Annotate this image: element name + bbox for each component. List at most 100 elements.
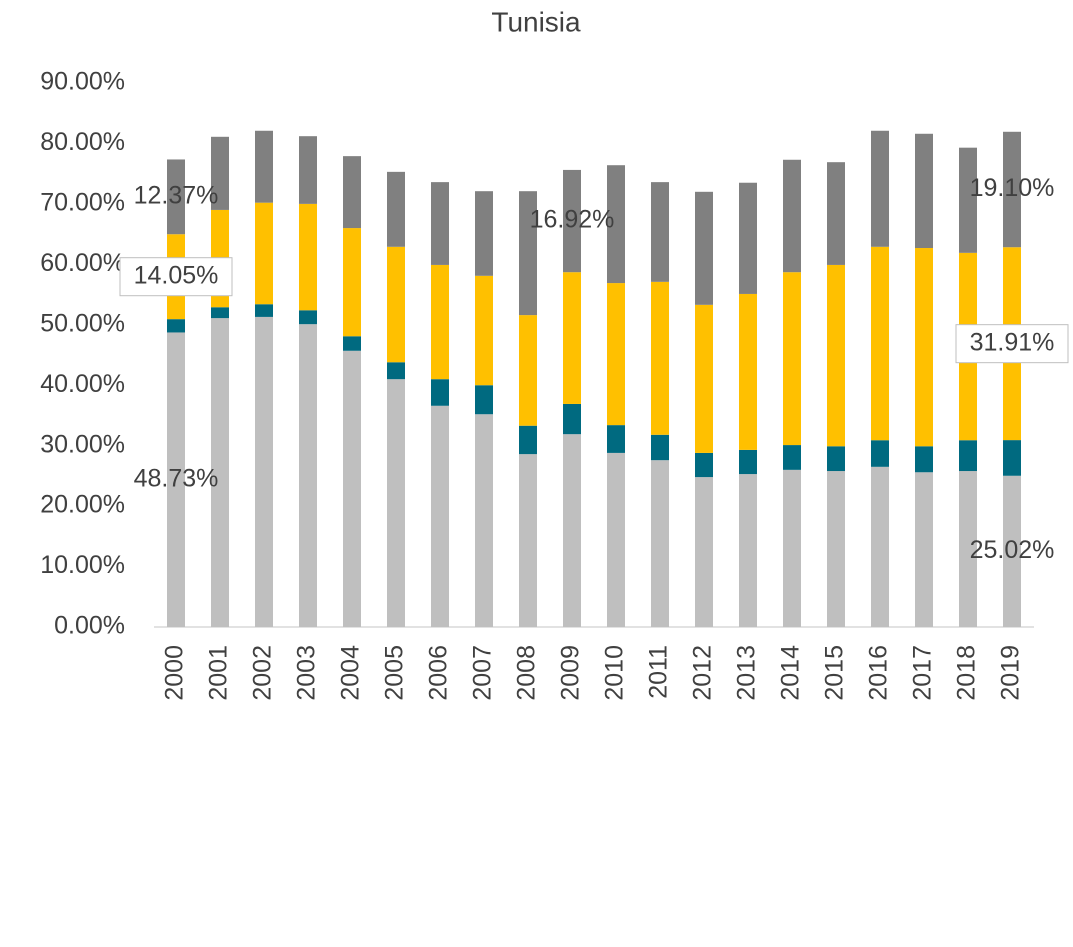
- bar-segment: [211, 307, 229, 319]
- x-tick-label: 2007: [469, 645, 497, 701]
- x-tick-label: 2012: [689, 645, 717, 701]
- bar-segment: [915, 248, 933, 447]
- bar-segment: [827, 162, 845, 265]
- y-tick-label: 30.00%: [40, 430, 125, 458]
- x-tick-label: 2000: [161, 645, 189, 701]
- y-tick-label: 10.00%: [40, 551, 125, 579]
- bar-segment: [475, 191, 493, 276]
- bar-segment: [255, 304, 273, 317]
- y-tick-label: 20.00%: [40, 491, 125, 519]
- x-tick-label: 2011: [645, 645, 673, 699]
- bar-segment: [607, 425, 625, 453]
- bar-segment: [343, 350, 361, 627]
- x-tick-label: 2003: [293, 645, 321, 701]
- data-label: 19.10%: [970, 174, 1055, 202]
- bar-segment: [827, 264, 845, 447]
- x-tick-label: 2018: [953, 645, 981, 701]
- bar-segment: [563, 403, 581, 435]
- bar-segment: [387, 362, 405, 380]
- bar-segment: [431, 405, 449, 627]
- bar-segment: [475, 275, 493, 386]
- data-label: 48.73%: [134, 464, 219, 492]
- data-label: 14.05%: [134, 261, 219, 289]
- data-label: 31.91%: [970, 328, 1055, 356]
- bar-segment: [1003, 475, 1021, 627]
- bar-segment: [915, 133, 933, 249]
- bar-segment: [475, 385, 493, 415]
- bar-segment: [211, 136, 229, 210]
- bar-segment: [959, 440, 977, 472]
- y-tick-label: 80.00%: [40, 128, 125, 156]
- bar-segment: [607, 452, 625, 627]
- y-tick-label: 90.00%: [40, 68, 125, 96]
- bar-segment: [1003, 440, 1021, 476]
- bar-segment: [255, 130, 273, 203]
- bar-segment: [343, 228, 361, 337]
- bar-segment: [387, 246, 405, 363]
- chart-title: Tunisia: [491, 6, 581, 37]
- bar-segment: [387, 379, 405, 627]
- bar-segment: [783, 445, 801, 470]
- data-label-box: [955, 324, 1069, 364]
- bar-segment: [167, 332, 185, 627]
- bar-segment: [519, 425, 537, 455]
- bar-segment: [211, 318, 229, 627]
- x-tick-label: 2006: [425, 645, 453, 701]
- bar-segment: [827, 471, 845, 627]
- bar-segment: [783, 159, 801, 273]
- bar-segment: [871, 466, 889, 627]
- bar-segment: [651, 182, 669, 282]
- bar-segment: [915, 472, 933, 627]
- bar-segment: [871, 246, 889, 441]
- bar-segment: [695, 191, 713, 305]
- y-tick-label: 70.00%: [40, 188, 125, 216]
- bar-segment: [651, 460, 669, 627]
- data-label: 16.92%: [530, 206, 615, 234]
- bar-segment: [387, 171, 405, 247]
- x-tick-label: 2004: [337, 645, 365, 701]
- bar-segment: [783, 272, 801, 446]
- bar-segment: [299, 136, 317, 204]
- bar-segment: [695, 452, 713, 478]
- x-tick-label: 2001: [205, 645, 233, 701]
- y-tick-label: 60.00%: [40, 249, 125, 277]
- bar-segment: [431, 182, 449, 265]
- bar-segment: [255, 202, 273, 305]
- x-tick-label: 2014: [777, 645, 805, 701]
- bar-segment: [299, 203, 317, 311]
- bar-segment: [739, 293, 757, 450]
- bar-segment: [959, 147, 977, 253]
- bar-segment: [563, 169, 581, 273]
- bar-segment: [695, 304, 713, 453]
- bar-segment: [167, 319, 185, 333]
- bar-segment: [695, 477, 713, 627]
- bar-segment: [343, 156, 361, 229]
- bar-segment: [607, 283, 625, 426]
- y-tick-label: 40.00%: [40, 370, 125, 398]
- data-label: 12.37%: [134, 181, 219, 209]
- x-tick-label: 2005: [381, 645, 409, 701]
- x-tick-label: 2015: [821, 645, 849, 701]
- bar-segment: [827, 446, 845, 472]
- bar-segment: [739, 474, 757, 627]
- bar-segment: [871, 440, 889, 467]
- bar-segment: [255, 316, 273, 627]
- bar-segment: [607, 165, 625, 284]
- data-label-box: [119, 257, 233, 297]
- x-tick-label: 2017: [909, 645, 937, 701]
- bar-segment: [651, 434, 669, 461]
- bar-segment: [519, 191, 537, 316]
- bar-segment: [651, 281, 669, 435]
- bar-segment: [343, 336, 361, 351]
- bar-segment: [299, 310, 317, 325]
- bar-segment: [519, 315, 537, 426]
- bar-segment: [431, 264, 449, 380]
- x-tick-label: 2013: [733, 645, 761, 701]
- x-tick-label: 2009: [557, 645, 585, 701]
- bar-segment: [167, 159, 185, 235]
- bar-segment: [1003, 131, 1021, 248]
- bar-segment: [299, 324, 317, 627]
- y-tick-label: 0.00%: [54, 612, 125, 640]
- bar-segment: [739, 449, 757, 475]
